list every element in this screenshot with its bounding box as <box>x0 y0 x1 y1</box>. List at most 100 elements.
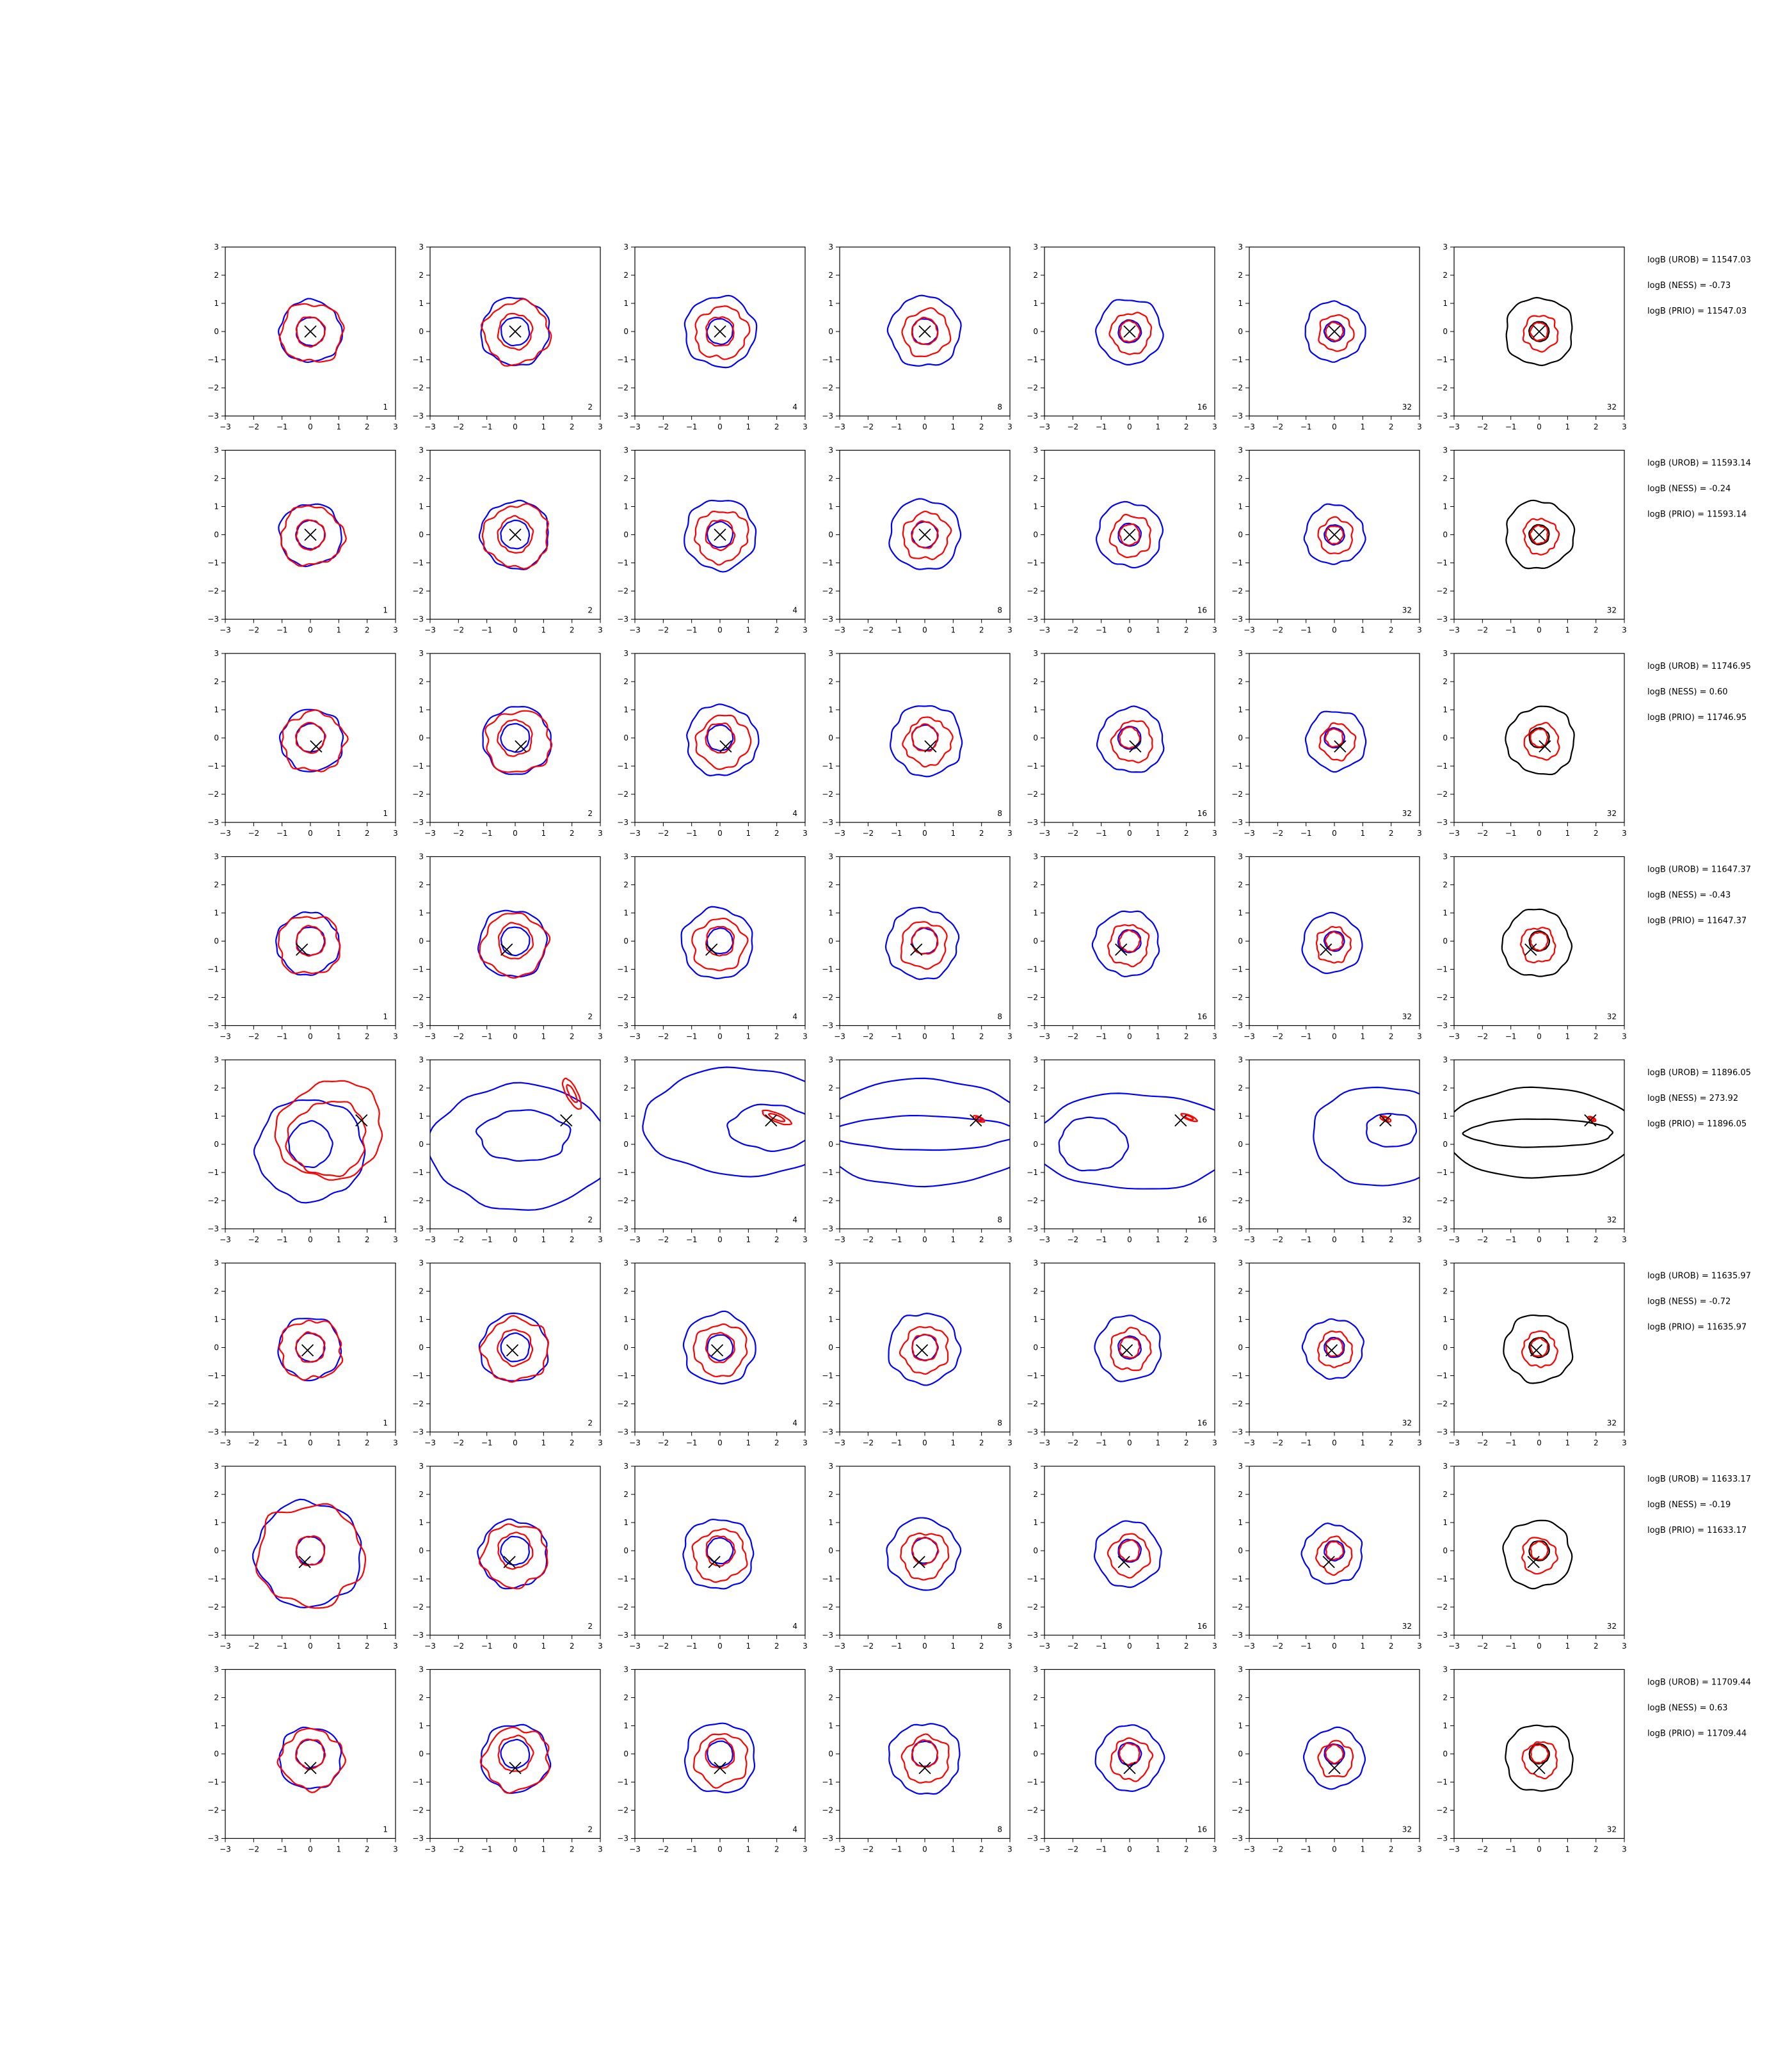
red-contour-outer <box>692 1323 748 1377</box>
y-tick-label: 0 <box>419 531 424 540</box>
y-tick-label: −3 <box>412 1021 424 1030</box>
y-tick-label: 1 <box>419 299 424 308</box>
y-tick-label: 3 <box>623 1055 628 1064</box>
y-tick-label: 3 <box>828 852 833 861</box>
y-tick-label: −3 <box>1231 1428 1243 1437</box>
blue-contour-inner <box>500 1332 531 1363</box>
true-value-marker <box>503 1555 516 1569</box>
x-tick-label: −1 <box>1505 422 1517 431</box>
y-tick-label: −3 <box>412 1224 424 1233</box>
y-tick-label: −3 <box>1436 818 1448 827</box>
blue-contour-inner <box>1117 1741 1142 1766</box>
y-tick-label: 2 <box>623 881 628 890</box>
blue-contour-outer <box>477 909 548 978</box>
y-tick-label: 3 <box>1238 1665 1243 1674</box>
y-tick-label: 0 <box>419 937 424 946</box>
y-tick-label: 0 <box>419 733 424 742</box>
final-contour-inner <box>1528 1540 1550 1562</box>
x-tick-label: −1 <box>276 829 288 838</box>
red-contour-inner <box>911 1739 939 1768</box>
true-value-marker <box>1527 1555 1540 1569</box>
y-tick-label: −2 <box>1436 587 1448 596</box>
y-tick-label: 3 <box>1033 1665 1038 1674</box>
axes-frame <box>429 856 601 1027</box>
axes-frame <box>634 1059 806 1229</box>
y-tick-label: 1 <box>419 1112 424 1121</box>
x-tick-label: −1 <box>481 626 493 635</box>
y-tick-label: −3 <box>822 1021 833 1030</box>
x-tick-label: 0 <box>922 1439 927 1448</box>
y-tick-label: 0 <box>1238 327 1243 336</box>
y-tick-label: −2 <box>207 1400 219 1409</box>
x-tick-label: −2 <box>862 626 874 635</box>
y-tick-label: −3 <box>822 1631 833 1640</box>
x-tick-label: 2 <box>979 422 984 431</box>
y-tick-label: −2 <box>412 1806 424 1815</box>
true-value-marker <box>918 1761 931 1775</box>
x-tick-label: 1 <box>951 1032 956 1041</box>
x-tick-label: −2 <box>248 1439 259 1448</box>
x-tick-label: 2 <box>1184 829 1189 838</box>
x-tick-label: 3 <box>1622 1439 1627 1448</box>
panel-r8-c1: −3−3 −2 −2 −1 −1 0 0 1 1 2 2 3 3 1 <box>207 1665 398 1854</box>
y-tick-label: 1 <box>828 1315 833 1324</box>
y-tick-label: −1 <box>822 1574 833 1583</box>
true-value-marker <box>304 325 317 338</box>
blue-contour-outer <box>277 1318 342 1382</box>
x-tick-label: 2 <box>1184 1439 1189 1448</box>
y-tick-label: 2 <box>623 1287 628 1296</box>
x-tick-label: −2 <box>862 1235 874 1244</box>
y-tick-label: 2 <box>1033 881 1038 890</box>
final-contour-inner <box>1528 524 1550 546</box>
true-value-marker <box>910 943 923 956</box>
blue-contour-inner <box>706 520 733 548</box>
y-tick-label: 0 <box>623 1343 628 1352</box>
x-tick-label: −1 <box>891 1235 902 1244</box>
x-tick-label: −1 <box>276 1032 288 1041</box>
red-contour-outer <box>902 510 952 561</box>
x-tick-label: 2 <box>774 1439 780 1448</box>
x-tick-label: 3 <box>1212 626 1217 635</box>
y-tick-label: −3 <box>822 818 833 827</box>
y-tick-label: 1 <box>419 705 424 714</box>
panel-r6-c6: −3−3 −2 −2 −1 −1 0 0 1 1 2 2 3 3 32 <box>1231 1259 1422 1448</box>
x-tick-label: −1 <box>1505 1235 1517 1244</box>
y-tick-label: 1 <box>1238 1722 1243 1731</box>
y-tick-label: 0 <box>1443 1343 1448 1352</box>
x-tick-label: 3 <box>1007 1032 1012 1041</box>
panel-r6-c2: −3−3 −2 −2 −1 −1 0 0 1 1 2 2 3 3 2 <box>412 1259 603 1448</box>
x-tick-label: −2 <box>248 626 259 635</box>
blue-contour-outer <box>1095 299 1164 365</box>
blue-contour-outer <box>684 499 757 573</box>
panel-r4-c2: −3−3 −2 −2 −1 −1 0 0 1 1 2 2 3 3 2 <box>412 852 603 1041</box>
logb-annotation: logB (NESS) = -0.73 <box>1647 281 1731 291</box>
red-contour-inner <box>1324 728 1344 748</box>
true-value-marker <box>1334 740 1347 753</box>
y-tick-label: 1 <box>623 705 628 714</box>
x-tick-label: −3 <box>629 1642 641 1651</box>
x-tick-label: 0 <box>308 829 313 838</box>
y-tick-label: −1 <box>1027 1778 1038 1787</box>
blue-contour-outer <box>1095 500 1164 569</box>
y-tick-label: 3 <box>1238 243 1243 252</box>
y-tick-label: −3 <box>1027 412 1038 420</box>
panel-r6-c7: −3−3 −2 −2 −1 −1 0 0 1 1 2 2 3 3 32 <box>1436 1259 1627 1448</box>
y-tick-label: −3 <box>1436 1834 1448 1843</box>
y-tick-label: 3 <box>1238 1462 1243 1471</box>
x-tick-label: 1 <box>746 829 751 838</box>
y-tick-label: 1 <box>214 705 219 714</box>
x-tick-label: −3 <box>834 1845 845 1854</box>
red-contour-inner <box>1530 1540 1549 1560</box>
panel-r2-c7: −3−3 −2 −2 −1 −1 0 0 1 1 2 2 3 3 32 <box>1436 446 1627 635</box>
y-tick-label: 0 <box>214 937 219 946</box>
y-tick-label: −1 <box>1436 355 1448 364</box>
y-tick-label: 3 <box>1443 1462 1448 1471</box>
red-contour-outer <box>1519 927 1556 964</box>
true-value-marker <box>1328 325 1341 338</box>
red-contour-inner <box>295 519 326 551</box>
panel-r4-c6: −3−3 −2 −2 −1 −1 0 0 1 1 2 2 3 3 32 <box>1231 852 1422 1041</box>
panel-corner-label: 16 <box>1197 403 1207 412</box>
y-tick-label: −3 <box>822 412 833 420</box>
y-tick-label: 2 <box>623 474 628 483</box>
x-tick-label: −3 <box>1039 626 1050 635</box>
